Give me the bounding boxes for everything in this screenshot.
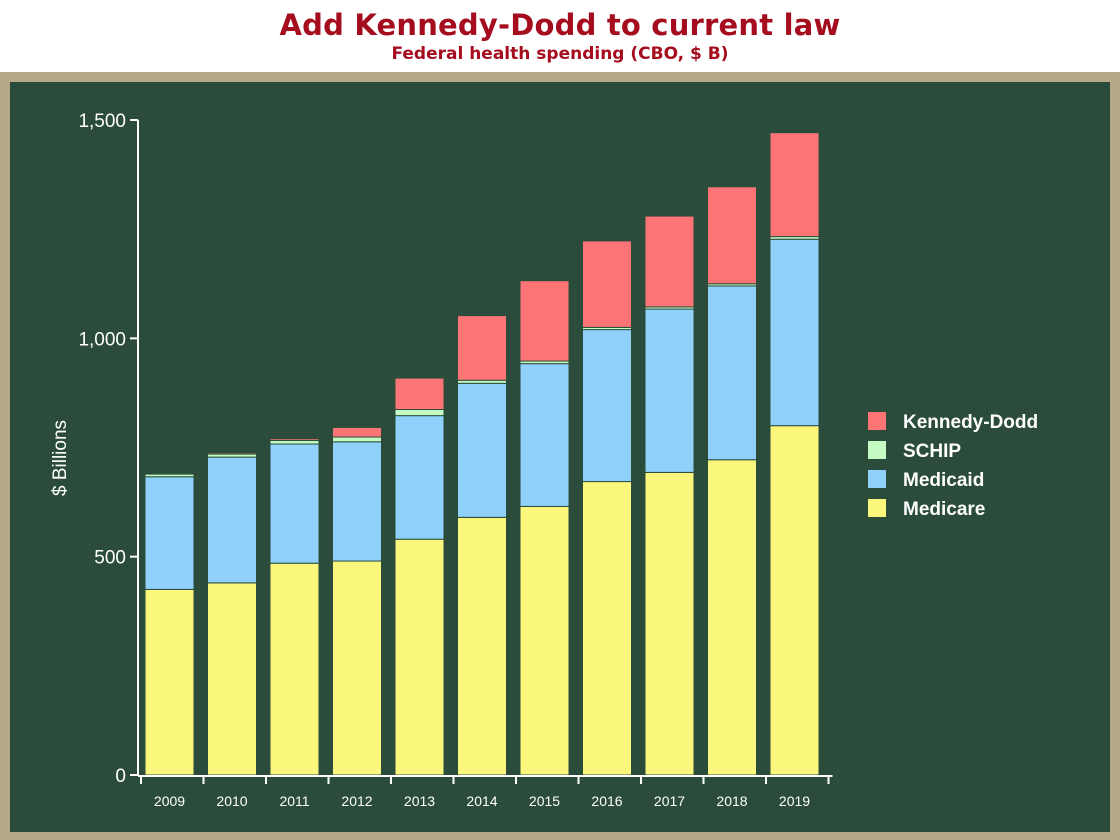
x-tick-label: 2012	[341, 793, 372, 809]
axes-group: 0 500 1,000 1,500 2009 2010 2011 2012 2013 2014 20…	[78, 111, 833, 809]
bar-schip-2009	[144, 473, 195, 478]
legend-swatch-kennedy-dodd	[868, 412, 886, 430]
bar-medicaid-2016	[582, 329, 632, 483]
bar-kennedy-dodd-2015	[519, 280, 570, 362]
bar-kennedy-dodd-2019	[769, 132, 820, 238]
bar-medicare-2011	[269, 562, 320, 776]
chart-panel: $ Billions 0 500 1,000 1,500 2009 2010 2011 201…	[10, 82, 1110, 832]
bar-medicaid-2009	[144, 476, 195, 590]
bar-schip-2011	[269, 440, 320, 445]
bar-kennedy-dodd-2013	[394, 377, 445, 411]
y-tick-label: 1,500	[78, 111, 126, 132]
x-tick-label: 2010	[216, 793, 247, 809]
bar-kennedy-dodd-2012	[332, 426, 382, 438]
bar-kennedy-dodd-2016	[582, 240, 632, 328]
bar-medicaid-2012	[332, 441, 382, 562]
bar-schip-2012	[332, 436, 382, 443]
legend-swatch-medicare	[868, 499, 886, 517]
legend-label-kennedy-dodd: Kennedy-Dodd	[903, 412, 1038, 433]
bar-schip-2013	[394, 409, 445, 417]
bar-kennedy-dodd-2011	[269, 438, 320, 442]
bar-medicare-2016	[582, 481, 632, 776]
x-tick-label: 2013	[404, 793, 435, 809]
bar-medicaid-2019	[769, 238, 820, 427]
legend-label-medicaid: Medicaid	[903, 470, 984, 491]
legend-swatch-schip	[868, 441, 886, 459]
x-tick-label: 2011	[279, 793, 309, 809]
legend-label-medicare: Medicare	[903, 499, 985, 520]
x-tick-label: 2019	[779, 793, 810, 809]
bar-medicare-2009	[144, 588, 195, 776]
x-tick-label: 2014	[466, 793, 497, 809]
bar-kennedy-dodd-2018	[707, 186, 757, 285]
chart-subtitle: Federal health spending (CBO, $ B)	[391, 44, 729, 64]
x-tick-label: 2009	[154, 793, 185, 809]
bar-kennedy-dodd-2014	[457, 315, 507, 381]
bar-medicare-2010	[207, 582, 257, 776]
bar-medicare-2013	[394, 538, 445, 776]
bars-group	[144, 132, 820, 776]
bar-medicaid-2013	[394, 415, 445, 540]
x-tick-label: 2017	[654, 793, 685, 809]
y-tick-label: 1,000	[78, 329, 126, 350]
x-tick-label: 2018	[716, 793, 747, 809]
bar-medicaid-2015	[519, 363, 570, 507]
bar-medicare-2017	[644, 471, 695, 776]
bar-medicare-2015	[519, 505, 570, 776]
chart-title: Add Kennedy-Dodd to current law	[279, 8, 841, 42]
legend: Kennedy-Dodd SCHIP Medicaid Medicare	[868, 412, 1038, 520]
bar-medicare-2014	[457, 516, 507, 776]
bar-medicaid-2011	[269, 443, 320, 564]
bar-medicare-2019	[769, 425, 820, 776]
legend-label-schip: SCHIP	[903, 441, 961, 462]
chart-frame: $ Billions 0 500 1,000 1,500 2009 2010 2011 201…	[0, 72, 1120, 840]
stacked-bar-chart: $ Billions 0 500 1,000 1,500 2009 2010 2011 201…	[50, 111, 1038, 809]
y-tick-label: 500	[94, 548, 126, 569]
chart-header: Add Kennedy-Dodd to current law Federal …	[0, 0, 1120, 72]
bar-kennedy-dodd-2017	[644, 215, 695, 308]
bar-medicaid-2018	[707, 285, 757, 461]
y-tick-label: 0	[115, 766, 126, 787]
x-tick-label: 2016	[591, 793, 622, 809]
bar-medicaid-2014	[457, 382, 507, 518]
legend-swatch-medicaid	[868, 470, 886, 488]
bar-medicaid-2010	[207, 456, 257, 584]
bar-medicaid-2017	[644, 308, 695, 473]
bar-kennedy-dodd-2010	[207, 452, 257, 455]
x-tick-label: 2015	[529, 793, 560, 809]
bar-medicare-2018	[707, 459, 757, 776]
bar-medicare-2012	[332, 560, 382, 776]
y-axis-label: $ Billions	[50, 420, 71, 496]
